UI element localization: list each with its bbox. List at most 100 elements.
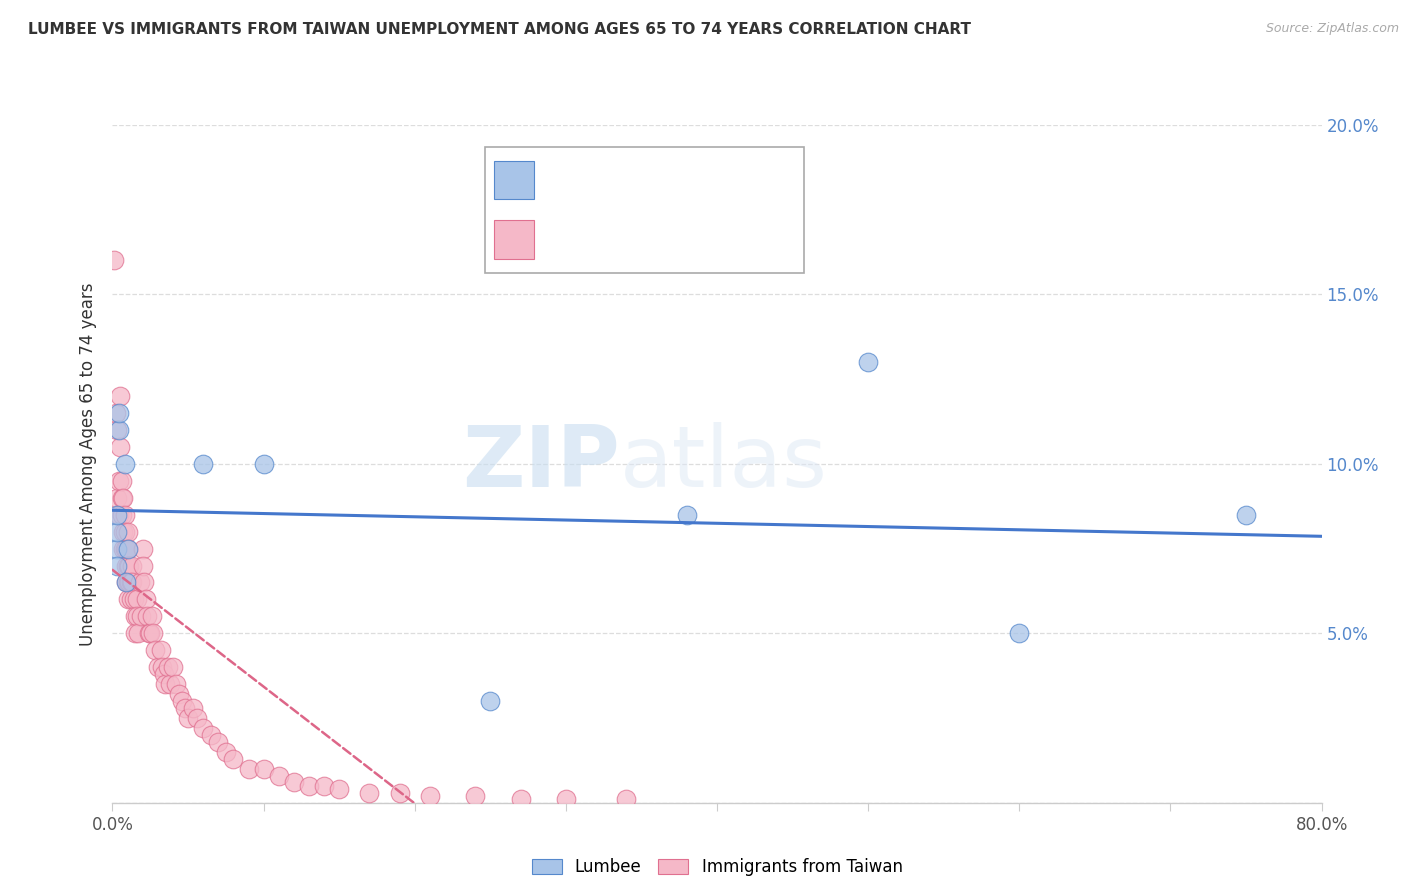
Point bbox=[112, 541, 135, 556]
Point bbox=[124, 609, 146, 624]
Point bbox=[328, 782, 350, 797]
Point bbox=[117, 592, 139, 607]
Point bbox=[118, 558, 141, 573]
Point bbox=[127, 626, 149, 640]
Point bbox=[117, 575, 139, 590]
FancyBboxPatch shape bbox=[495, 220, 533, 259]
Point bbox=[112, 524, 135, 539]
Point bbox=[117, 541, 139, 556]
Text: R =: R = bbox=[547, 232, 579, 247]
Point bbox=[107, 406, 129, 420]
Point bbox=[675, 508, 697, 522]
Point bbox=[136, 609, 159, 624]
FancyBboxPatch shape bbox=[485, 146, 804, 273]
Text: N =: N = bbox=[683, 232, 717, 247]
Point bbox=[359, 786, 381, 800]
Point bbox=[1234, 508, 1257, 522]
Point bbox=[141, 609, 163, 624]
Text: atlas: atlas bbox=[620, 422, 828, 506]
Point bbox=[120, 592, 142, 607]
Point bbox=[479, 694, 502, 708]
Point bbox=[108, 389, 131, 403]
Point bbox=[103, 253, 125, 268]
Point bbox=[167, 687, 190, 701]
Point bbox=[117, 541, 139, 556]
Point bbox=[464, 789, 486, 803]
Text: 83: 83 bbox=[735, 232, 758, 247]
Point bbox=[120, 575, 142, 590]
Text: 16: 16 bbox=[735, 172, 758, 187]
Point bbox=[1008, 626, 1031, 640]
Point bbox=[138, 626, 160, 640]
Text: ZIP: ZIP bbox=[463, 422, 620, 506]
Point bbox=[159, 677, 181, 691]
Text: -0.223: -0.223 bbox=[602, 232, 657, 247]
FancyBboxPatch shape bbox=[495, 161, 533, 199]
Point bbox=[105, 524, 128, 539]
Point bbox=[153, 667, 176, 681]
Point bbox=[177, 711, 200, 725]
Point bbox=[283, 775, 305, 789]
Y-axis label: Unemployment Among Ages 65 to 74 years: Unemployment Among Ages 65 to 74 years bbox=[79, 282, 97, 646]
Point bbox=[170, 694, 193, 708]
Point bbox=[124, 626, 146, 640]
Point bbox=[105, 541, 128, 556]
Point bbox=[105, 558, 128, 573]
Point bbox=[117, 524, 139, 539]
Point bbox=[149, 643, 172, 657]
Point bbox=[253, 457, 276, 471]
Point bbox=[134, 575, 156, 590]
Point bbox=[157, 660, 180, 674]
Text: R =: R = bbox=[547, 172, 579, 187]
Point bbox=[105, 508, 128, 522]
Point bbox=[155, 677, 177, 691]
Point bbox=[108, 440, 131, 454]
Point bbox=[509, 792, 531, 806]
Point bbox=[115, 541, 138, 556]
Point bbox=[215, 745, 238, 759]
Point bbox=[122, 592, 145, 607]
Point bbox=[186, 711, 208, 725]
Point bbox=[105, 423, 128, 437]
Point bbox=[298, 779, 321, 793]
Point bbox=[191, 721, 214, 735]
Point bbox=[267, 769, 290, 783]
Point bbox=[207, 735, 229, 749]
Point bbox=[162, 660, 184, 674]
Point bbox=[419, 789, 441, 803]
Point bbox=[114, 524, 136, 539]
Point bbox=[121, 558, 143, 573]
Point bbox=[114, 457, 136, 471]
Point bbox=[107, 474, 129, 488]
Point bbox=[222, 752, 245, 766]
Point bbox=[554, 792, 576, 806]
Point bbox=[314, 779, 336, 793]
Legend: Lumbee, Immigrants from Taiwan: Lumbee, Immigrants from Taiwan bbox=[524, 851, 910, 882]
Point bbox=[253, 762, 276, 776]
Point bbox=[125, 592, 148, 607]
Point bbox=[139, 626, 162, 640]
Point bbox=[200, 728, 222, 742]
Point bbox=[105, 491, 128, 505]
Point bbox=[132, 541, 155, 556]
Point bbox=[107, 508, 129, 522]
Point bbox=[181, 701, 204, 715]
Point bbox=[118, 575, 141, 590]
Point bbox=[115, 558, 138, 573]
Point bbox=[110, 474, 132, 488]
Point bbox=[121, 575, 143, 590]
Text: N =: N = bbox=[683, 172, 717, 187]
Point bbox=[238, 762, 260, 776]
Point bbox=[616, 792, 638, 806]
Point bbox=[191, 457, 214, 471]
Point bbox=[115, 575, 138, 590]
Point bbox=[150, 660, 173, 674]
Point bbox=[142, 626, 165, 640]
Point bbox=[112, 491, 135, 505]
Point bbox=[107, 423, 129, 437]
Point bbox=[132, 558, 155, 573]
Point bbox=[146, 660, 169, 674]
Point bbox=[174, 701, 197, 715]
Point bbox=[388, 786, 411, 800]
Point bbox=[115, 575, 138, 590]
